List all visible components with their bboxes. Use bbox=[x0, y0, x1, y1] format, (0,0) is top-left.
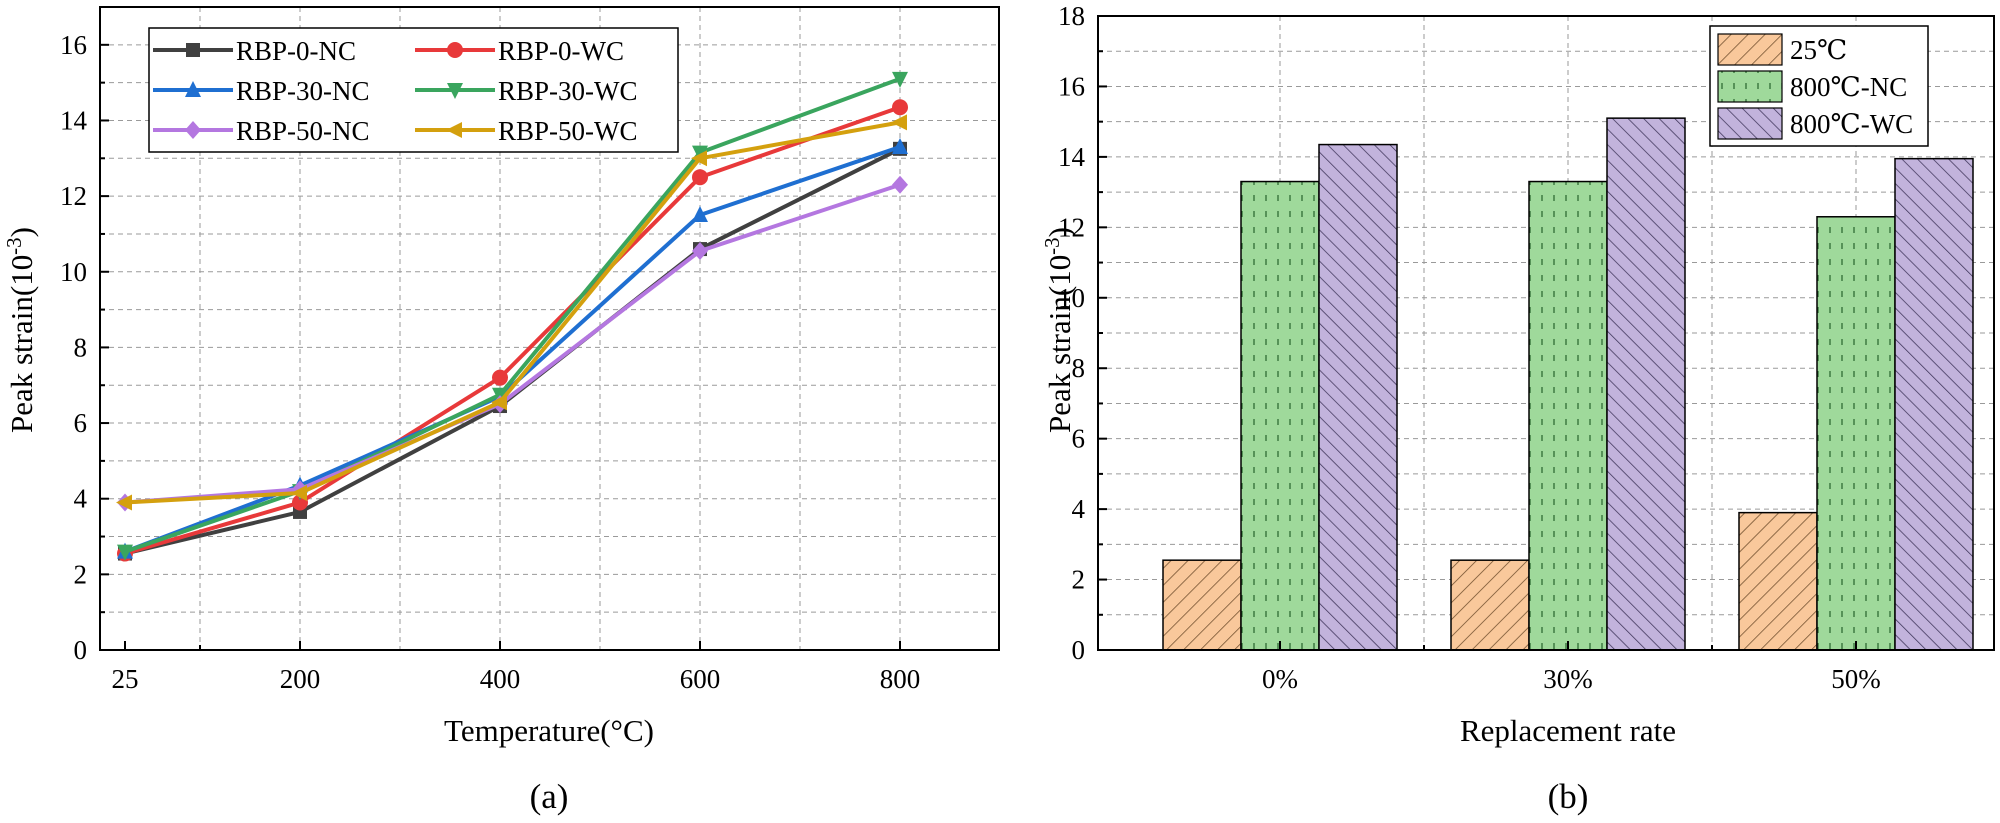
bar-800℃-WC-30% bbox=[1606, 117, 1686, 651]
y-tick-label: 6 bbox=[74, 408, 88, 438]
legend-label: 800℃-WC bbox=[1790, 109, 1913, 139]
y-axis-label-close: ) bbox=[4, 227, 39, 237]
data-point bbox=[692, 241, 708, 260]
x-axis-label: Temperature(°C) bbox=[444, 713, 654, 748]
y-tick-label: 4 bbox=[1072, 494, 1086, 524]
legend-label: RBP-30-NC bbox=[236, 76, 370, 106]
legend-swatch bbox=[1717, 70, 1783, 103]
bar-25℃-50% bbox=[1738, 511, 1818, 651]
data-point bbox=[492, 369, 508, 386]
y-tick-label: 14 bbox=[60, 105, 88, 135]
y-tick-label: 16 bbox=[60, 30, 87, 60]
y-tick-label: 8 bbox=[74, 332, 88, 362]
data-point bbox=[116, 494, 132, 511]
y-tick-label: 12 bbox=[1058, 212, 1085, 242]
y-tick-label: 16 bbox=[1058, 71, 1085, 101]
legend-label: RBP-50-WC bbox=[498, 116, 638, 146]
bar-chart-panel: 0 2 4 6 8 10 12 14 16 18 0% 30% 50% 25℃ 800℃-NC 800℃-W… bbox=[1040, 1, 1995, 816]
y-tick-label: 18 bbox=[1058, 1, 1085, 31]
legend-swatch-marker bbox=[446, 122, 462, 138]
y-tick-label: 0 bbox=[74, 635, 88, 665]
bar-800℃-WC-50% bbox=[1894, 157, 1974, 651]
legend-swatch-marker bbox=[447, 42, 463, 58]
y-tick-label: 0 bbox=[1072, 635, 1086, 665]
x-tick-label: 30% bbox=[1543, 664, 1593, 694]
y-axis-label: Peak strain(10-3) bbox=[1040, 227, 1077, 433]
panel-label-a: (a) bbox=[530, 777, 569, 816]
data-point bbox=[291, 485, 307, 502]
series-RBP-0-WC bbox=[117, 99, 908, 562]
data-point bbox=[692, 206, 708, 223]
y-tick-label: 4 bbox=[74, 484, 88, 514]
x-tick-label: 0% bbox=[1262, 664, 1298, 694]
data-point bbox=[491, 394, 507, 411]
data-point bbox=[892, 99, 908, 116]
y-tick-label: 10 bbox=[1058, 283, 1085, 313]
y-axis-label-exponent: -3 bbox=[1040, 237, 1064, 255]
bar-800℃-NC-0% bbox=[1240, 180, 1320, 651]
x-tick-label: 400 bbox=[480, 664, 521, 694]
y-tick-label: 6 bbox=[1072, 424, 1086, 454]
legend-swatch-marker bbox=[185, 81, 201, 97]
y-axis-label-text: Peak strain(10 bbox=[4, 255, 39, 433]
data-point bbox=[117, 544, 133, 561]
legend-box bbox=[148, 27, 679, 153]
y-axis-label-text: Peak strain(10 bbox=[1042, 255, 1077, 433]
legend-label: RBP-0-WC bbox=[498, 36, 624, 66]
series-line bbox=[124, 105, 901, 556]
bar-800℃-NC-50% bbox=[1816, 216, 1896, 651]
data-point bbox=[891, 114, 907, 131]
legend: RBP-0-NC RBP-0-WC RBP-30-NC RBP-30-WC RBP-50… bbox=[148, 27, 679, 153]
x-tick-label: 25 bbox=[112, 664, 139, 694]
legend: 25℃ 800℃-NC 800℃-WC bbox=[1709, 25, 1929, 147]
data-point bbox=[691, 150, 707, 167]
plot-frame bbox=[1097, 15, 1995, 651]
y-tick-label: 14 bbox=[1058, 142, 1086, 172]
legend-swatch bbox=[1717, 33, 1783, 66]
legend-label: RBP-50-NC bbox=[236, 116, 370, 146]
x-tick-label: 800 bbox=[880, 664, 921, 694]
legend-label: RBP-0-NC bbox=[236, 36, 356, 66]
data-point bbox=[892, 175, 908, 194]
bars bbox=[1162, 117, 1974, 651]
legend-swatch-marker bbox=[185, 121, 201, 139]
y-tick-label: 2 bbox=[74, 559, 88, 589]
y-tick-label: 12 bbox=[60, 181, 87, 211]
data-point bbox=[892, 137, 908, 154]
legend-swatch-marker bbox=[447, 83, 463, 99]
data-point bbox=[692, 145, 708, 162]
bar-25℃-30% bbox=[1450, 559, 1530, 651]
bar-25℃-0% bbox=[1162, 559, 1242, 651]
bar-800℃-WC-0% bbox=[1318, 143, 1398, 651]
y-tick-label: 10 bbox=[60, 257, 87, 287]
y-axis-label-close: ) bbox=[1042, 227, 1077, 237]
legend-swatch-marker bbox=[186, 43, 200, 57]
legend-swatch bbox=[1717, 107, 1783, 140]
data-point bbox=[692, 169, 708, 186]
legend-label: 800℃-NC bbox=[1790, 72, 1907, 102]
series-line bbox=[124, 120, 901, 505]
grid-lines bbox=[100, 7, 999, 650]
series-lines bbox=[116, 71, 908, 562]
plot-frame bbox=[99, 6, 1000, 651]
y-tick-label: 2 bbox=[1072, 565, 1086, 595]
axis-ticks: 0 2 4 6 8 10 12 14 16 25 200 400 600 800 bbox=[60, 30, 920, 694]
x-axis-label: Replacement rate bbox=[1460, 713, 1676, 748]
series-line bbox=[124, 182, 901, 505]
panel-label-b: (b) bbox=[1548, 777, 1589, 816]
legend-label: 25℃ bbox=[1790, 35, 1847, 65]
bar-800℃-NC-30% bbox=[1528, 180, 1608, 651]
legend-label: RBP-30-WC bbox=[498, 76, 638, 106]
y-axis-label: Peak strain(10-3) bbox=[2, 227, 39, 433]
x-tick-label: 200 bbox=[280, 664, 321, 694]
axis-ticks: 0 2 4 6 8 10 12 14 16 18 0% 30% 50% bbox=[1058, 1, 1881, 694]
data-point bbox=[892, 71, 908, 88]
x-tick-label: 50% bbox=[1831, 664, 1881, 694]
series-RBP-50-WC bbox=[116, 114, 907, 511]
y-axis-label-exponent: -3 bbox=[2, 237, 26, 255]
y-tick-label: 8 bbox=[1072, 353, 1086, 383]
x-tick-label: 600 bbox=[680, 664, 721, 694]
